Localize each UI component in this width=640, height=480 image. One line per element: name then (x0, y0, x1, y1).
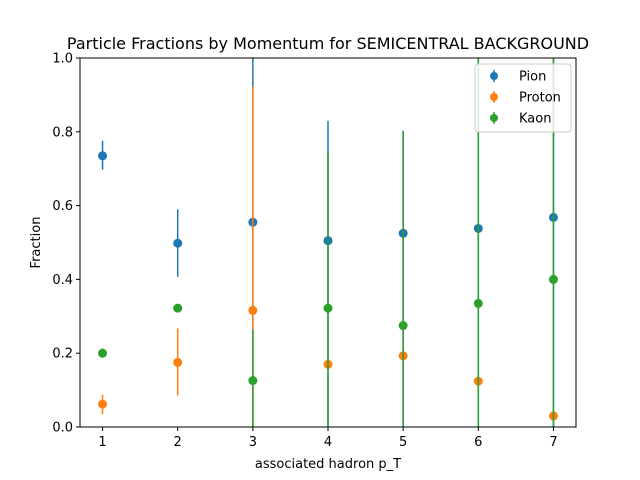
x-tick-label: 5 (399, 435, 407, 450)
kaon-point (98, 348, 108, 358)
y-tick-label: 0.0 (52, 421, 73, 436)
x-tick-label: 1 (98, 435, 106, 450)
y-tick-label: 1.0 (52, 52, 73, 67)
data-marks (98, 58, 558, 427)
y-tick-label: 0.4 (52, 273, 73, 288)
legend-kaon-label: Kaon (519, 112, 551, 127)
x-axis-label: associated hadron p_T (255, 457, 401, 472)
x-tick-label: 7 (549, 435, 557, 450)
legend-pion-label: Pion (519, 70, 546, 85)
legend-proton-label: Proton (519, 91, 561, 106)
y-axis-label: Fraction (29, 217, 44, 269)
y-tick-label: 0.6 (52, 199, 73, 214)
kaon-point (473, 298, 483, 308)
plot-area (98, 58, 558, 427)
pion-point (98, 151, 108, 161)
x-tick-label: 6 (474, 435, 482, 450)
x-axis: 1 2 3 4 5 6 7 (98, 427, 558, 450)
legend-kaon-marker (490, 114, 498, 122)
kaon-point (173, 303, 183, 313)
proton-point (248, 305, 258, 315)
kaon-point (248, 376, 258, 386)
kaon-point (398, 321, 408, 331)
pion-point (173, 238, 183, 248)
x-tick-label: 2 (174, 435, 182, 450)
legend-box (474, 63, 572, 133)
proton-point (98, 399, 108, 409)
x-tick-label: 3 (249, 435, 257, 450)
y-tick-label: 0.8 (52, 125, 73, 140)
x-tick-label: 4 (324, 435, 332, 450)
kaon-point (323, 303, 333, 313)
proton-point (173, 357, 183, 367)
y-tick-label: 0.2 (52, 347, 73, 362)
legend-pion-marker (490, 72, 498, 80)
legend: Pion Proton Kaon (474, 63, 572, 133)
chart-title: Particle Fractions by Momentum for SEMIC… (67, 34, 589, 53)
legend-proton-marker (490, 93, 498, 101)
y-axis: 0.0 0.2 0.4 0.6 0.8 1.0 (52, 52, 80, 436)
kaon-point (548, 274, 558, 284)
